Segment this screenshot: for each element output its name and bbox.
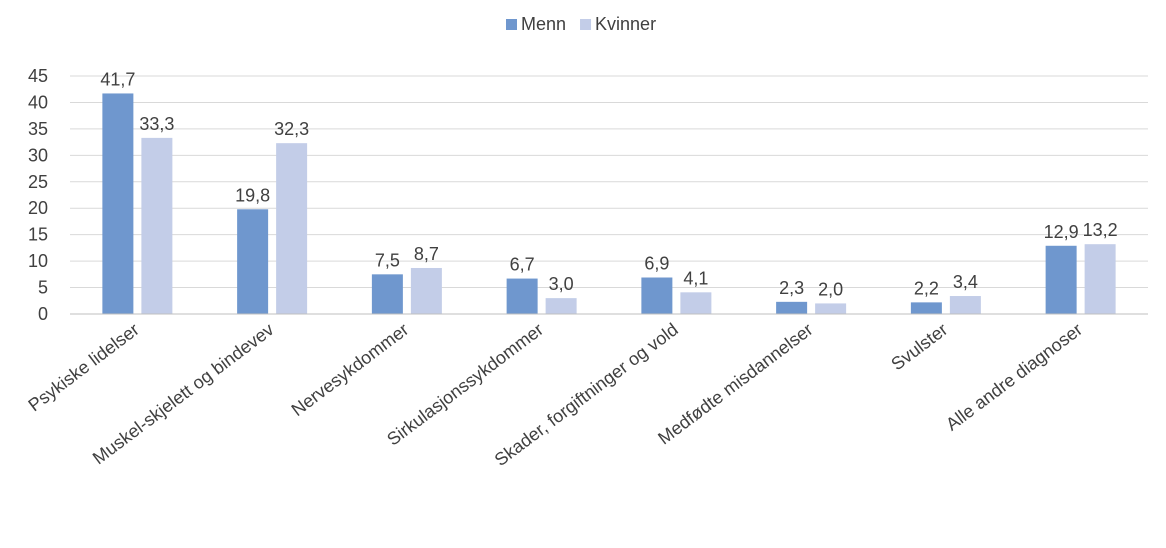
bar-menn bbox=[102, 93, 134, 314]
data-label: 7,5 bbox=[375, 250, 400, 270]
x-tick-label: Psykiske lidelser bbox=[24, 319, 142, 415]
bar-menn bbox=[910, 302, 942, 314]
data-label: 2,0 bbox=[818, 279, 843, 299]
y-tick-label: 35 bbox=[28, 119, 48, 139]
data-label: 32,3 bbox=[274, 119, 309, 139]
data-label: 3,4 bbox=[953, 272, 978, 292]
legend: Menn Kvinner bbox=[506, 14, 656, 34]
bar-kvinner bbox=[276, 143, 308, 314]
y-tick-label: 45 bbox=[28, 66, 48, 86]
bar-kvinner bbox=[1084, 244, 1116, 314]
y-tick-label: 15 bbox=[28, 225, 48, 245]
legend-label: Menn bbox=[521, 14, 566, 34]
y-tick-label: 40 bbox=[28, 92, 48, 112]
data-label: 6,7 bbox=[510, 255, 535, 275]
data-label: 19,8 bbox=[235, 185, 270, 205]
y-tick-label: 5 bbox=[38, 278, 48, 298]
y-axis: 0 5 10 15 20 25 30 35 40 45 bbox=[28, 66, 48, 324]
data-labels: 41,7 33,3 19,8 32,3 7,5 8,7 6,7 3,0 6,9 4,1 2,3 2,0… bbox=[100, 69, 1117, 299]
x-tick-label: Medfødte misdannelser bbox=[654, 319, 816, 448]
legend-swatch-menn bbox=[506, 19, 517, 30]
legend-label: Kvinner bbox=[595, 14, 656, 34]
data-label: 41,7 bbox=[100, 69, 135, 89]
gridlines bbox=[70, 75, 1148, 289]
bar-menn bbox=[371, 274, 403, 314]
bar-menn bbox=[237, 209, 269, 314]
y-tick-label: 0 bbox=[38, 304, 48, 324]
data-label: 33,3 bbox=[139, 114, 174, 134]
bar-menn bbox=[641, 277, 673, 314]
x-tick-label: Alle andre diagnoser bbox=[942, 319, 1086, 434]
bar-kvinner bbox=[680, 292, 712, 314]
data-label: 13,2 bbox=[1083, 220, 1118, 240]
data-label: 6,9 bbox=[644, 254, 669, 274]
bar-kvinner bbox=[545, 298, 577, 314]
bar-menn bbox=[776, 301, 808, 314]
x-tick-label: Svulster bbox=[887, 319, 951, 374]
x-tick-label: Nervesykdommer bbox=[288, 319, 413, 420]
data-label: 8,7 bbox=[414, 244, 439, 264]
bar-menn bbox=[1045, 245, 1077, 314]
bar-kvinner bbox=[141, 137, 173, 314]
y-tick-label: 10 bbox=[28, 251, 48, 271]
data-label: 4,1 bbox=[683, 268, 708, 288]
y-tick-label: 25 bbox=[28, 172, 48, 192]
bar-kvinner bbox=[410, 267, 442, 314]
bar-kvinner bbox=[949, 296, 981, 314]
data-label: 2,3 bbox=[779, 278, 804, 298]
data-label: 12,9 bbox=[1044, 222, 1079, 242]
data-label: 2,2 bbox=[914, 278, 939, 298]
bar-menn bbox=[506, 278, 538, 314]
data-label: 3,0 bbox=[549, 274, 574, 294]
legend-swatch-kvinner bbox=[580, 19, 592, 30]
bar-kvinner bbox=[815, 303, 847, 314]
y-tick-label: 30 bbox=[28, 145, 48, 165]
y-tick-label: 20 bbox=[28, 198, 48, 218]
bars bbox=[102, 93, 1116, 314]
